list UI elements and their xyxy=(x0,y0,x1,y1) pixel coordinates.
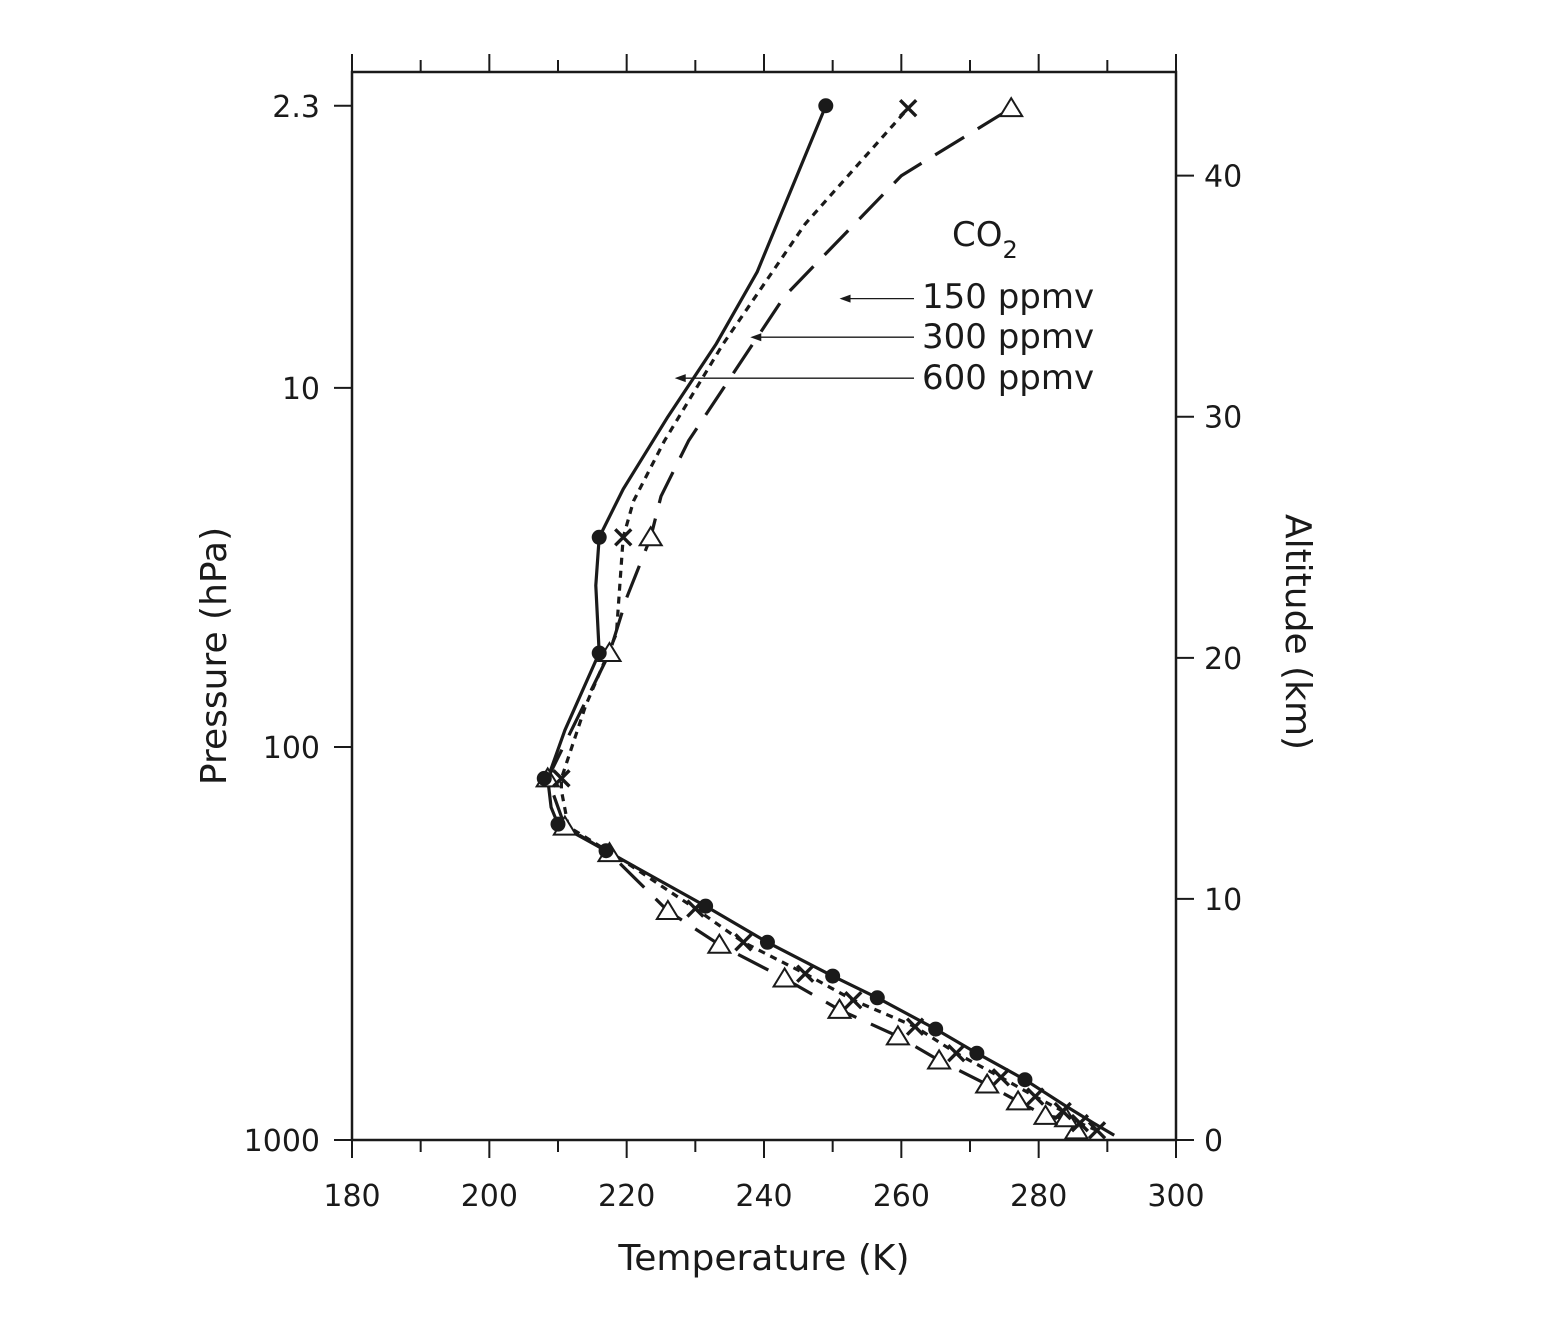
altitude-tick-label: 10 xyxy=(1204,883,1242,918)
data-point-300-ppmv xyxy=(614,528,633,547)
data-point-150-ppmv xyxy=(637,525,664,547)
altitude-tick-label: 30 xyxy=(1204,401,1242,436)
right-axis-title: Altitude (km) xyxy=(1277,514,1318,750)
data-point-300-ppmv xyxy=(1026,1087,1045,1106)
data-point-150-ppmv xyxy=(1053,1106,1079,1128)
data-point-600-ppmv xyxy=(550,816,566,832)
data-point-600-ppmv xyxy=(969,1045,985,1061)
pressure-tick-label: 2.3 xyxy=(272,90,320,125)
x-tick-label: 280 xyxy=(1010,1179,1067,1214)
data-point-600-ppmv xyxy=(1017,1072,1033,1088)
data-point-300-ppmv xyxy=(898,98,918,118)
x-tick-label: 220 xyxy=(598,1179,655,1214)
left-axis-title: Pressure (hPa) xyxy=(194,527,235,785)
x-tick-label: 260 xyxy=(873,1179,930,1214)
data-point-150-ppmv xyxy=(706,932,733,954)
legend-entry-150-ppmv: 150 ppmv xyxy=(922,277,1094,317)
legend-entry-300-ppmv: 300 ppmv xyxy=(922,317,1094,357)
data-point-600-ppmv xyxy=(591,645,607,661)
data-point-150-ppmv xyxy=(885,1024,911,1046)
data-point-600-ppmv xyxy=(818,98,834,114)
data-point-150-ppmv xyxy=(926,1048,952,1070)
x-tick-label: 240 xyxy=(735,1179,792,1214)
legend: CO2 150 ppmv 300 ppmv 600 ppmv xyxy=(674,215,1094,398)
data-point-150-ppmv xyxy=(1063,1118,1090,1140)
data-point-150-ppmv xyxy=(1032,1103,1059,1125)
data-point-150-ppmv xyxy=(771,966,798,988)
legend-entry-600-ppmv: 600 ppmv xyxy=(922,358,1094,398)
data-point-300-ppmv xyxy=(734,933,753,952)
series-line-150-ppmv xyxy=(546,106,1078,1132)
data-point-300-ppmv xyxy=(1070,1113,1090,1133)
data-point-300-ppmv xyxy=(795,964,815,983)
x-tick-label: 300 xyxy=(1147,1179,1204,1214)
data-point-600-ppmv xyxy=(698,898,714,914)
data-point-300-ppmv xyxy=(552,769,571,788)
legend-title-main: CO xyxy=(952,215,1003,255)
tick-marks xyxy=(334,54,1194,1158)
legend-arrowhead-600-ppmv xyxy=(674,374,686,383)
x-axis-title: Temperature (K) xyxy=(617,1238,909,1279)
data-point-150-ppmv xyxy=(1005,1089,1031,1111)
data-point-300-ppmv xyxy=(905,1017,925,1036)
data-point-150-ppmv xyxy=(826,997,853,1019)
marker-layer xyxy=(534,96,1107,1140)
data-point-150-ppmv xyxy=(998,96,1024,118)
data-point-600-ppmv xyxy=(759,934,775,950)
pressure-tick-label: 100 xyxy=(263,731,320,766)
plot-frame xyxy=(350,70,1178,1142)
data-point-600-ppmv xyxy=(928,1021,944,1037)
pressure-tick-label: 1000 xyxy=(244,1124,320,1159)
x-tick-label: 200 xyxy=(461,1179,518,1214)
data-point-600-ppmv xyxy=(536,770,552,786)
data-point-600-ppmv xyxy=(598,843,614,859)
data-point-300-ppmv xyxy=(991,1068,1011,1087)
data-point-600-ppmv xyxy=(825,968,841,984)
data-point-300-ppmv xyxy=(1087,1121,1107,1140)
legend-title-subscript: 2 xyxy=(1003,236,1018,264)
data-point-300-ppmv xyxy=(1053,1101,1072,1121)
x-tick-label: 180 xyxy=(323,1179,380,1214)
data-point-600-ppmv xyxy=(591,529,607,545)
data-point-300-ppmv xyxy=(844,990,863,1010)
altitude-tick-label: 20 xyxy=(1204,642,1242,677)
legend-arrowhead-150-ppmv xyxy=(839,294,851,303)
data-point-150-ppmv xyxy=(655,899,681,920)
data-point-600-ppmv xyxy=(869,990,885,1006)
data-point-300-ppmv xyxy=(947,1044,966,1063)
pressure-tick-label: 10 xyxy=(282,372,320,407)
altitude-tick-label: 40 xyxy=(1204,160,1242,195)
legend-title: CO2 xyxy=(952,215,1018,264)
legend-arrowhead-300-ppmv xyxy=(750,333,762,342)
altitude-tick-label: 0 xyxy=(1204,1124,1223,1159)
